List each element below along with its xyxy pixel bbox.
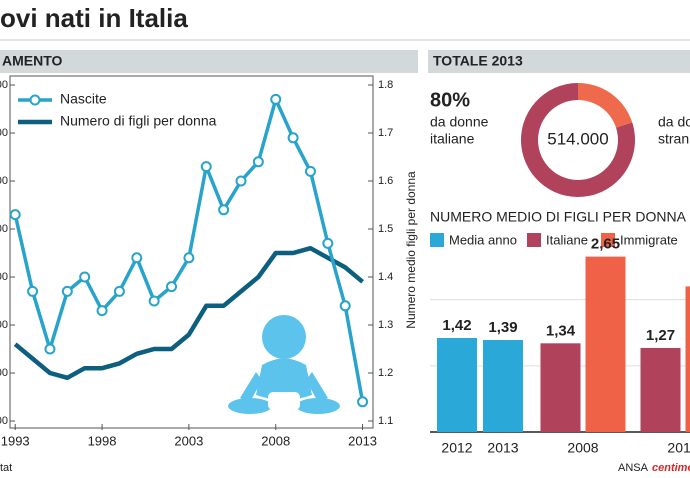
data-point [44,343,56,355]
donut-slice [520,83,635,198]
x-tick-label: 2012 [667,440,690,456]
x-tick-label: 1998 [88,433,117,448]
data-point [148,295,160,307]
slice-label: italiane [430,131,475,147]
data-point [131,252,143,264]
data-point [322,237,334,249]
y2-tick-label: 1.7 [378,127,393,139]
donut-total: 514.000 [547,129,608,148]
data-point [113,285,125,297]
x-tick-label: 2013 [487,440,518,456]
y-tick-label: 560.000 [0,175,8,187]
data-point [357,396,369,408]
bar [585,256,626,432]
data-point [252,156,264,168]
y-tick-label: 570.000 [0,127,8,139]
legend-swatch [430,233,444,247]
data-point [61,285,73,297]
x-tick-label: 2008 [261,433,290,448]
section-title: AMENTO [2,53,63,69]
data-point [218,204,230,216]
y2-tick-label: 1.6 [378,175,393,187]
bar [437,338,477,432]
section-header [0,50,418,73]
credit: ANSA [618,462,649,474]
y2-tick-label: 1.2 [378,367,393,379]
y-tick-label: 540.000 [0,271,8,283]
legend-label: Italiane [546,232,588,247]
legend-swatch [527,233,541,247]
data-point [304,165,316,177]
y-tick-label: 580.000 [0,79,8,91]
y2-tick-label: 1.1 [378,415,393,427]
value-label: 80% [430,89,470,111]
y-tick-label: 510.000 [0,415,8,427]
slice-label: da donne [658,114,690,130]
data-point [96,305,108,317]
slice-label: da donne [430,114,489,130]
data-point [166,281,178,293]
donut-slice [578,83,633,128]
bar [640,347,681,432]
y2-tick-label: 1.8 [378,79,393,91]
data-point [79,271,91,283]
legend-label: Immigrate [620,232,678,247]
value-label: 1,34 [546,322,576,339]
value-label: 1,42 [442,317,471,334]
section-title: TOTALE 2013 [433,53,523,69]
logo: centimetri [652,462,690,474]
y2-tick-label: 1.4 [378,271,393,283]
bar [483,340,523,432]
section-header [428,50,690,73]
baby-icon [228,315,340,414]
value-label: 2,65 [591,236,620,253]
y2-tick-label: 1.3 [378,319,393,331]
data-point [27,285,39,297]
bar [685,286,690,432]
x-tick-label: 1993 [1,433,30,448]
data-point [339,300,351,312]
bar [540,343,581,432]
data-point [9,209,21,221]
data-point [270,93,282,105]
data-point [287,132,299,144]
series-line [13,245,365,381]
legend-swatch [601,233,615,247]
data-point [235,175,247,187]
y2-tick-label: 1.5 [378,223,393,235]
chart-title: NUMERO MEDIO DI FIGLI PER DONNA [430,209,687,225]
x-tick-label: 2013 [348,433,377,448]
x-tick-label: 2003 [174,433,203,448]
x-tick-label: 2012 [441,440,472,456]
value-label: 1,39 [488,319,517,336]
legend-swatch [29,94,41,106]
y-tick-label: 550.000 [0,223,8,235]
value-label: 1,27 [646,327,675,344]
data-point [183,252,195,264]
x-tick-label: 2008 [567,440,598,456]
legend-label: Media anno [449,232,517,247]
legend-label: Numero di figli per donna [60,113,217,129]
slice-label: straniere [658,131,690,147]
legend-label: Nascite [60,91,107,107]
page-title: ovi nati in Italia [0,3,188,33]
y2-axis-title: Numero medio figli per donna [404,171,418,329]
y-tick-label: 520.000 [0,367,8,379]
source: tat [0,462,12,474]
y-tick-label: 530.000 [0,319,8,331]
data-point [200,161,212,173]
